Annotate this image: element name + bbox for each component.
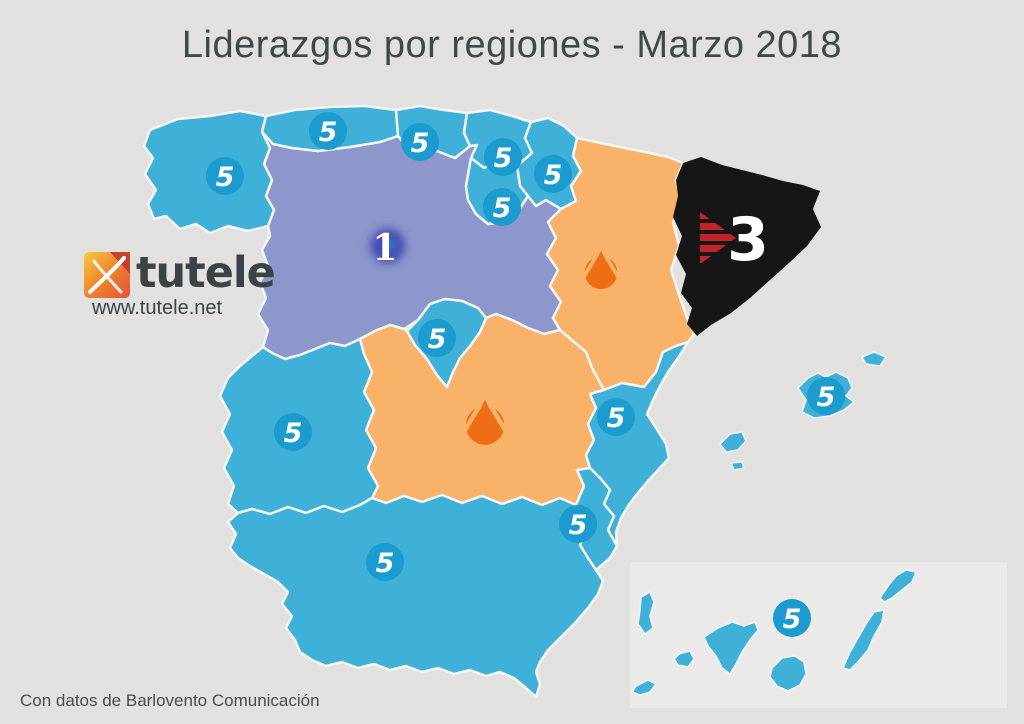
telecinco-badge-cantabria: 5: [401, 123, 439, 161]
tv3-stripe: [700, 223, 736, 230]
region-comunidad-valenciana: [584, 340, 690, 548]
page-title: Liderazgos por regiones - Marzo 2018: [181, 24, 843, 66]
region-andalucia: [226, 493, 605, 699]
telecinco-badge-baleares: 5: [807, 377, 845, 415]
tutele-website-url: www.tutele.net: [92, 297, 223, 319]
telecinco-circle-icon: [559, 505, 597, 543]
telecinco-badge-navarra: 5: [534, 155, 572, 193]
telecinco-badge-madrid: 5: [418, 319, 456, 357]
antena3-gap-right: [602, 252, 621, 281]
telecinco-5-glyph: 5: [411, 128, 430, 159]
tv3-stripe: [700, 245, 736, 252]
antena3-apex-icon: [590, 250, 612, 273]
telecinco-badge-pais-vasco: 5: [484, 138, 522, 176]
telecinco-5-glyph: 5: [569, 510, 588, 541]
region-islas-baleares: [719, 351, 887, 471]
telecinco-badge-la-rioja: 5: [483, 188, 521, 226]
telecinco-circle-icon: [534, 155, 572, 193]
la1-glow-icon: [358, 220, 412, 274]
telecinco-circle-icon: [206, 157, 244, 195]
telecinco-circle-icon: [484, 138, 522, 176]
tv3-stripe: [700, 234, 736, 241]
region-cataluna: [673, 157, 821, 336]
island-gran-canaria: [769, 655, 807, 692]
telecinco-5-glyph: 5: [319, 117, 338, 148]
telecinco-5-glyph: 5: [783, 604, 802, 635]
island-la-palma: [637, 591, 655, 635]
island-lanzarote: [879, 569, 917, 603]
antena3-apex-icon: [472, 399, 498, 426]
telecinco-5-glyph: 5: [376, 548, 395, 579]
telecinco-5-glyph: 5: [817, 382, 836, 413]
island-ibiza: [719, 431, 747, 453]
antena3-gap-right: [487, 402, 509, 435]
tutele-logo-icon: [84, 252, 130, 298]
tv3-3-glyph: 3: [727, 205, 769, 275]
telecinco-circle-icon: [483, 188, 521, 226]
telecinco-circle-icon: [366, 543, 404, 581]
island-tenerife: [703, 621, 759, 675]
telecinco-circle-icon: [597, 398, 635, 436]
la1-badge-castilla-y-leon: 1: [358, 220, 412, 274]
antena3-gap-left: [461, 402, 483, 435]
telecinco-badge-asturias: 5: [309, 112, 347, 150]
antena3-logo-aragon: [581, 250, 621, 290]
telecinco-circle-icon: [418, 319, 456, 357]
island-fuerteventura: [842, 609, 885, 671]
telecinco-5-glyph: 5: [494, 143, 513, 174]
telecinco-circle-icon: [309, 112, 347, 150]
island-la-gomera: [673, 650, 695, 668]
la1-1-glyph: 1: [372, 227, 397, 269]
island-el-hierro: [631, 679, 657, 696]
telecinco-5-glyph: 5: [493, 193, 512, 224]
telecinco-5-glyph: 5: [544, 160, 563, 191]
antena3-logo-castilla-la-mancha: [461, 399, 509, 445]
antena3-gap-left: [581, 252, 600, 281]
telecinco-badge-andalucia: 5: [366, 543, 404, 581]
island-formentera: [730, 461, 745, 471]
telecinco-badge-valencia: 5: [597, 398, 635, 436]
source-note: Con datos de Barlovento Comunicación: [20, 691, 320, 710]
telecinco-circle-icon: [773, 599, 811, 637]
telecinco-circle-icon: [274, 413, 312, 451]
telecinco-5-glyph: 5: [284, 418, 303, 449]
telecinco-5-glyph: 5: [428, 324, 447, 355]
telecinco-badge-murcia: 5: [559, 505, 597, 543]
telecinco-5-glyph: 5: [607, 403, 626, 434]
region-islas-canarias: [631, 569, 917, 696]
tutele-brand-name: tutele: [136, 248, 276, 298]
telecinco-badge-canarias: 5: [773, 599, 811, 637]
telecinco-circle-icon: [401, 123, 439, 161]
telecinco-badge-galicia: 5: [206, 157, 244, 195]
island-menorca: [861, 351, 887, 367]
canary-islands-inset-box: [630, 562, 1007, 708]
telecinco-circle-icon: [807, 377, 845, 415]
telecinco-badge-extremadura: 5: [274, 413, 312, 451]
telecinco-5-glyph: 5: [216, 162, 235, 193]
